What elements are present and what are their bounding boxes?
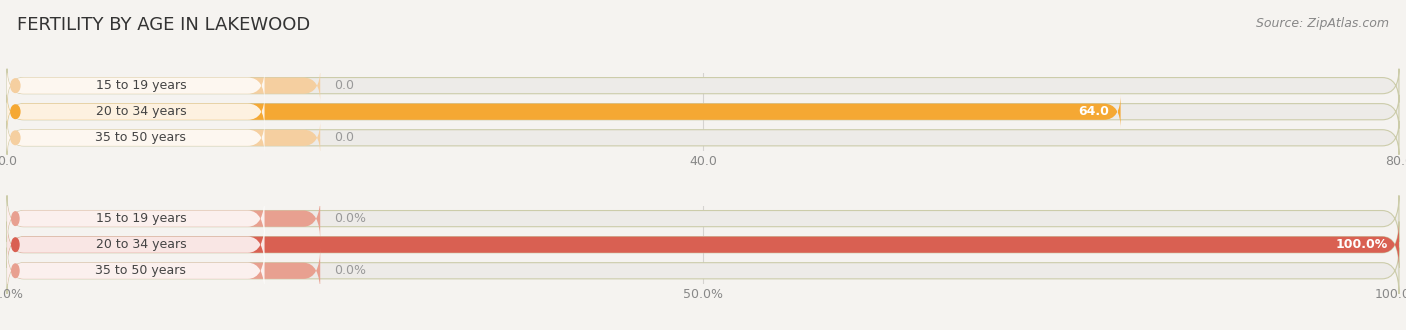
Text: 20 to 34 years: 20 to 34 years xyxy=(96,238,186,251)
Circle shape xyxy=(11,105,20,118)
Circle shape xyxy=(11,131,20,145)
FancyBboxPatch shape xyxy=(7,69,1399,103)
FancyBboxPatch shape xyxy=(7,248,1399,294)
FancyBboxPatch shape xyxy=(7,195,321,242)
Circle shape xyxy=(11,238,20,251)
Circle shape xyxy=(11,212,20,225)
FancyBboxPatch shape xyxy=(7,121,264,155)
Text: 0.0: 0.0 xyxy=(335,131,354,144)
FancyBboxPatch shape xyxy=(7,195,264,242)
FancyBboxPatch shape xyxy=(7,69,264,103)
Text: 0.0: 0.0 xyxy=(335,79,354,92)
Text: 100.0%: 100.0% xyxy=(1336,238,1388,251)
Text: 20 to 34 years: 20 to 34 years xyxy=(96,105,186,118)
FancyBboxPatch shape xyxy=(7,221,1399,268)
FancyBboxPatch shape xyxy=(7,248,321,294)
Text: Source: ZipAtlas.com: Source: ZipAtlas.com xyxy=(1256,16,1389,29)
Circle shape xyxy=(11,264,20,278)
Text: 35 to 50 years: 35 to 50 years xyxy=(96,131,187,144)
FancyBboxPatch shape xyxy=(7,195,1399,242)
FancyBboxPatch shape xyxy=(7,221,264,268)
FancyBboxPatch shape xyxy=(7,95,1121,129)
FancyBboxPatch shape xyxy=(7,221,1399,268)
Circle shape xyxy=(11,79,20,92)
FancyBboxPatch shape xyxy=(7,121,1399,155)
Text: 64.0: 64.0 xyxy=(1078,105,1109,118)
Text: FERTILITY BY AGE IN LAKEWOOD: FERTILITY BY AGE IN LAKEWOOD xyxy=(17,16,311,35)
FancyBboxPatch shape xyxy=(7,95,1399,129)
Text: 0.0%: 0.0% xyxy=(335,212,366,225)
FancyBboxPatch shape xyxy=(7,95,264,129)
FancyBboxPatch shape xyxy=(7,121,321,155)
FancyBboxPatch shape xyxy=(7,69,321,103)
Text: 15 to 19 years: 15 to 19 years xyxy=(96,212,186,225)
Text: 0.0%: 0.0% xyxy=(335,264,366,277)
Text: 15 to 19 years: 15 to 19 years xyxy=(96,79,186,92)
FancyBboxPatch shape xyxy=(7,248,264,294)
Text: 35 to 50 years: 35 to 50 years xyxy=(96,264,187,277)
